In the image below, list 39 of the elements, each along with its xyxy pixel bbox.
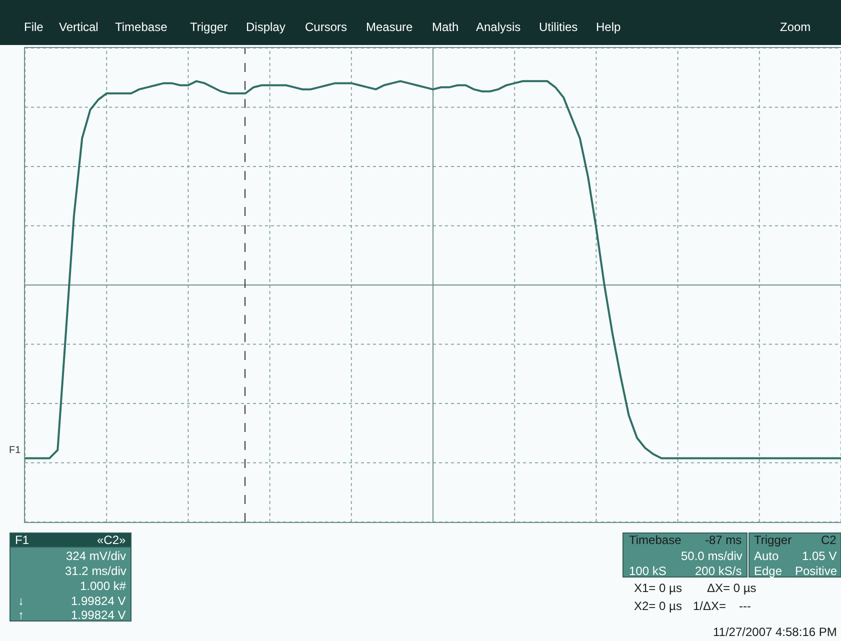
text: ΔX= 0 µs xyxy=(707,581,756,595)
text: X2= 0 µs xyxy=(634,599,682,613)
text: --- xyxy=(739,599,751,613)
text: 1.99824 V xyxy=(71,608,126,622)
text: Timebase xyxy=(629,533,682,547)
series-label: F1 xyxy=(9,445,22,456)
text: Zoom xyxy=(780,20,811,34)
text: Trigger xyxy=(190,20,228,34)
text: «C2» xyxy=(97,533,126,547)
text: Analysis xyxy=(476,20,521,34)
text: ↑ xyxy=(18,608,24,622)
text: Math xyxy=(432,20,459,34)
text: Help xyxy=(596,20,622,34)
text: 11/27/2007 4:58:16 PM xyxy=(713,625,837,639)
text: 1.05 V xyxy=(802,549,837,563)
text: Positive xyxy=(795,564,838,578)
text: Timebase xyxy=(115,20,168,34)
text: 31.2 ms/div xyxy=(65,564,126,578)
text: 1/ΔX= xyxy=(693,599,726,613)
text: 200 kS/s xyxy=(695,564,742,578)
text: X1= 0 µs xyxy=(634,581,682,595)
text: 50.0 ms/div xyxy=(681,549,742,563)
text: Cursors xyxy=(305,20,348,34)
text: Utilities xyxy=(539,20,578,34)
text: 324 mV/div xyxy=(66,549,126,563)
text: 1.99824 V xyxy=(71,594,126,608)
text: Edge xyxy=(754,564,782,578)
text: Display xyxy=(246,20,286,34)
text: 100 kS xyxy=(629,564,666,578)
text: ↓ xyxy=(18,594,24,608)
text: File xyxy=(24,20,44,34)
text: Measure xyxy=(366,20,414,34)
text: 1.000 k# xyxy=(80,579,126,593)
text: C2 xyxy=(821,533,837,547)
text: F1 xyxy=(15,533,30,547)
text: Vertical xyxy=(59,20,98,34)
text: Trigger xyxy=(754,533,792,547)
text: -87 ms xyxy=(705,533,742,547)
text: Auto xyxy=(754,549,780,563)
